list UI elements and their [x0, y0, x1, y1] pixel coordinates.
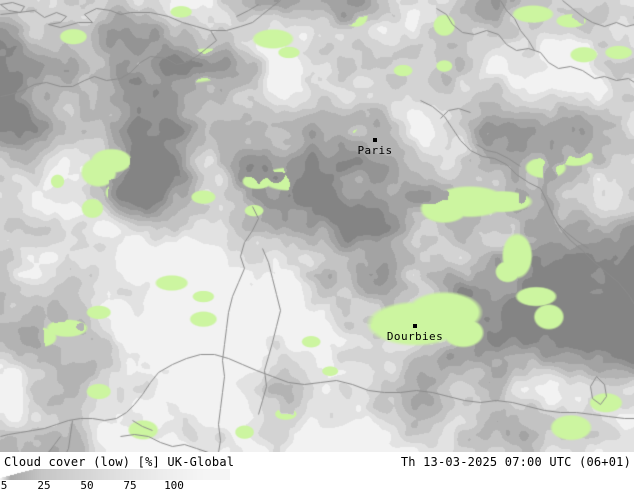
map-panel[interactable]: Paris Dourbies [0, 0, 634, 452]
colorbar-tick: 25 [37, 479, 51, 490]
colorbar-tick: 75 [123, 479, 137, 490]
colorbar-tick: 5 [0, 479, 8, 490]
colorbar-tick: 50 [80, 479, 94, 490]
colorbar-legend: 5 25 50 75 100 [0, 469, 260, 490]
valid-time-caption: Th 13-03-2025 07:00 UTC (06+01) [400, 455, 631, 469]
colorbar-tick-labels: 5 25 50 75 100 [0, 480, 260, 490]
parameter-caption: Cloud cover (low) [%] UK-Global [4, 455, 235, 469]
colorbar-tick: 100 [164, 479, 184, 490]
cloud-cover-raster[interactable] [0, 0, 634, 452]
footer: Cloud cover (low) [%] UK-Global Th 13-03… [0, 452, 634, 490]
colorbar-gradient [0, 469, 230, 480]
